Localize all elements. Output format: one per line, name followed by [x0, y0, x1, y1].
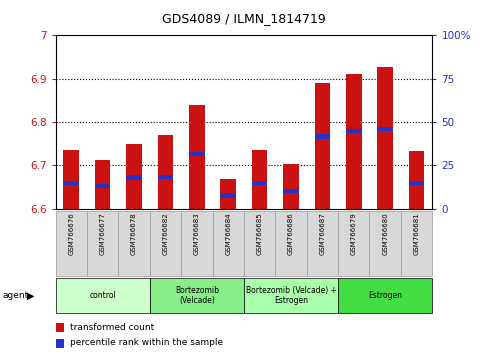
Bar: [181, 211, 213, 276]
Bar: [346, 129, 362, 133]
Text: ▶: ▶: [27, 291, 34, 301]
Bar: [56, 278, 150, 313]
Bar: [377, 127, 393, 131]
Bar: [244, 211, 275, 276]
Bar: [409, 181, 425, 185]
Bar: [283, 189, 299, 193]
Bar: [126, 144, 142, 209]
Text: percentile rank within the sample: percentile rank within the sample: [70, 338, 223, 347]
Text: Bortezomib
(Velcade): Bortezomib (Velcade): [175, 286, 219, 305]
Text: GSM766683: GSM766683: [194, 213, 200, 255]
Text: GSM766678: GSM766678: [131, 213, 137, 255]
Bar: [338, 278, 432, 313]
Text: GSM766680: GSM766680: [382, 213, 388, 255]
Bar: [63, 181, 79, 185]
Bar: [252, 150, 268, 209]
Bar: [157, 135, 173, 209]
Bar: [283, 164, 299, 209]
Text: control: control: [89, 291, 116, 300]
Text: GSM766687: GSM766687: [319, 213, 326, 255]
Bar: [95, 184, 111, 188]
Bar: [95, 160, 111, 209]
Bar: [409, 151, 425, 209]
Bar: [252, 181, 268, 185]
Bar: [150, 211, 181, 276]
Text: Estrogen: Estrogen: [368, 291, 402, 300]
Bar: [314, 134, 330, 139]
Bar: [377, 67, 393, 209]
Bar: [369, 211, 401, 276]
Bar: [338, 211, 369, 276]
Bar: [401, 211, 432, 276]
Bar: [307, 211, 338, 276]
Bar: [87, 211, 118, 276]
Text: GSM766679: GSM766679: [351, 213, 357, 255]
Bar: [275, 211, 307, 276]
Bar: [118, 211, 150, 276]
Text: GSM766686: GSM766686: [288, 213, 294, 255]
Bar: [220, 193, 236, 198]
Bar: [126, 176, 142, 180]
Bar: [220, 179, 236, 209]
Bar: [56, 339, 64, 348]
Bar: [189, 105, 205, 209]
Text: GSM766684: GSM766684: [225, 213, 231, 255]
Bar: [213, 211, 244, 276]
Bar: [244, 278, 338, 313]
Bar: [56, 211, 87, 276]
Text: GSM766681: GSM766681: [413, 213, 420, 255]
Text: GSM766685: GSM766685: [256, 213, 263, 255]
Text: transformed count: transformed count: [70, 323, 154, 332]
Text: agent: agent: [2, 291, 28, 300]
Text: GDS4089 / ILMN_1814719: GDS4089 / ILMN_1814719: [162, 12, 326, 25]
Text: GSM766677: GSM766677: [99, 213, 106, 255]
Bar: [56, 324, 64, 332]
Bar: [63, 150, 79, 209]
Text: GSM766676: GSM766676: [68, 213, 74, 255]
Bar: [189, 152, 205, 156]
Bar: [157, 175, 173, 179]
Bar: [346, 74, 362, 209]
Bar: [150, 278, 244, 313]
Text: GSM766682: GSM766682: [162, 213, 169, 255]
Bar: [314, 83, 330, 209]
Text: Bortezomib (Velcade) +
Estrogen: Bortezomib (Velcade) + Estrogen: [245, 286, 337, 305]
